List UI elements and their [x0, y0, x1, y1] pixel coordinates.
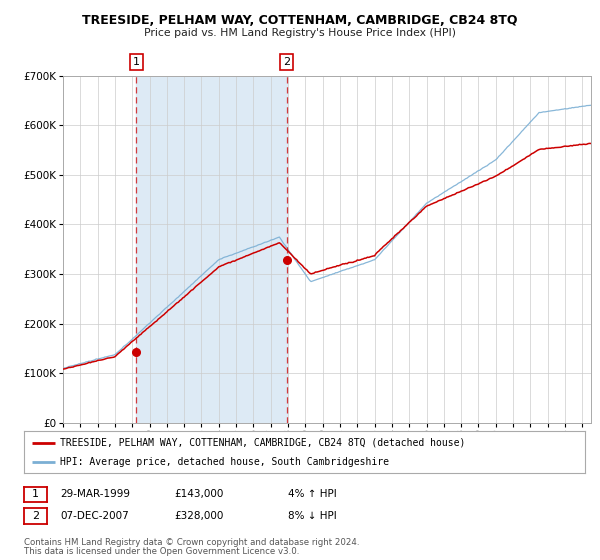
Text: 07-DEC-2007: 07-DEC-2007 [60, 511, 129, 521]
Text: 4% ↑ HPI: 4% ↑ HPI [288, 489, 337, 500]
Text: £143,000: £143,000 [174, 489, 223, 500]
Text: TREESIDE, PELHAM WAY, COTTENHAM, CAMBRIDGE, CB24 8TQ (detached house): TREESIDE, PELHAM WAY, COTTENHAM, CAMBRID… [61, 437, 466, 447]
Bar [136, 76, 287, 423]
Text: HPI: Average price, detached house, South Cambridgeshire: HPI: Average price, detached house, Sout… [61, 457, 389, 467]
Text: 2: 2 [283, 57, 290, 67]
Text: 8% ↓ HPI: 8% ↓ HPI [288, 511, 337, 521]
Text: 1: 1 [133, 57, 140, 67]
Text: This data is licensed under the Open Government Licence v3.0.: This data is licensed under the Open Gov… [24, 547, 299, 556]
Text: Contains HM Land Registry data © Crown copyright and database right 2024.: Contains HM Land Registry data © Crown c… [24, 538, 359, 547]
Text: TREESIDE, PELHAM WAY, COTTENHAM, CAMBRIDGE, CB24 8TQ: TREESIDE, PELHAM WAY, COTTENHAM, CAMBRID… [82, 14, 518, 27]
Text: 2: 2 [32, 511, 39, 521]
Text: 29-MAR-1999: 29-MAR-1999 [60, 489, 130, 500]
Text: £328,000: £328,000 [174, 511, 223, 521]
Text: Price paid vs. HM Land Registry's House Price Index (HPI): Price paid vs. HM Land Registry's House … [144, 28, 456, 38]
Text: 1: 1 [32, 489, 39, 500]
